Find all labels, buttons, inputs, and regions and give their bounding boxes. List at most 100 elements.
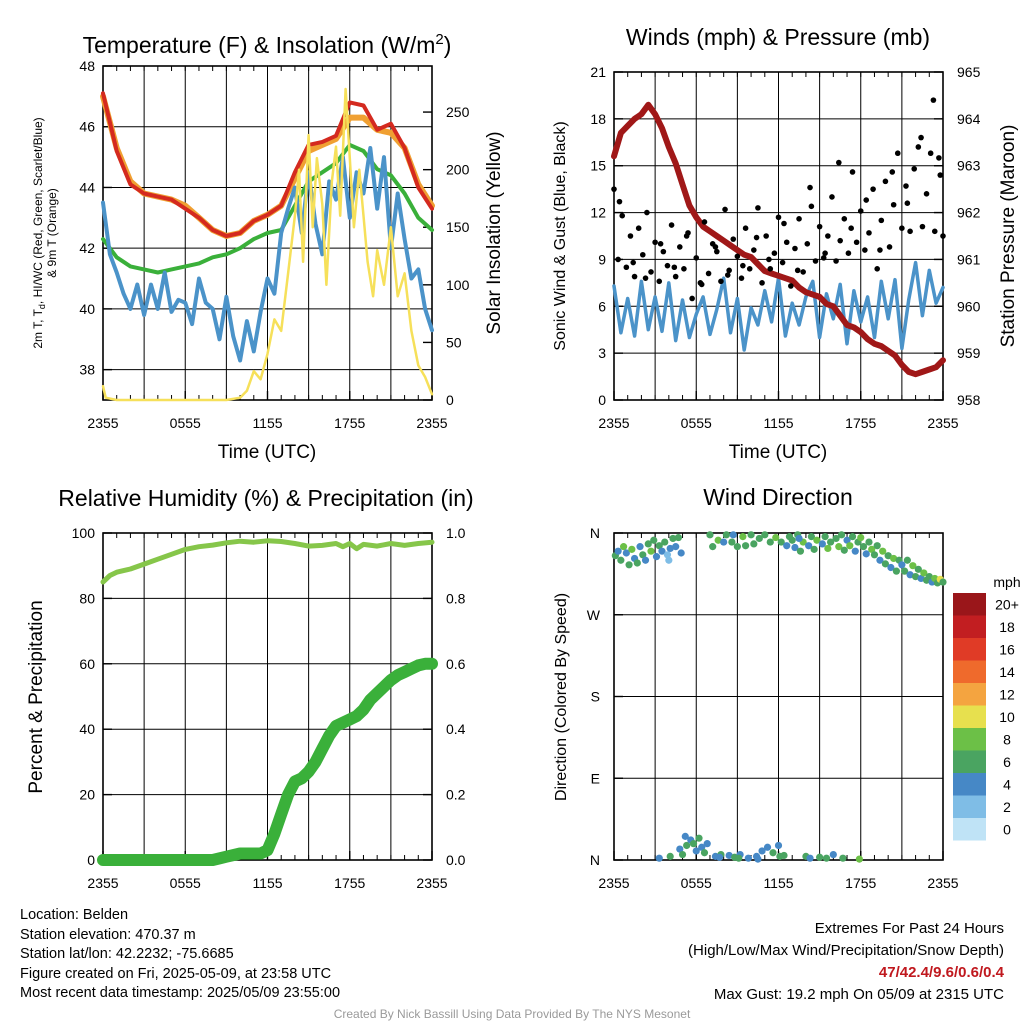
rh-y2tick-label: 0.4 [446, 721, 466, 737]
wind-gust-point [894, 150, 901, 157]
temp-y2tick-label: 250 [446, 104, 470, 120]
colorbar-swatch [953, 660, 986, 683]
wind-ytick-label: 21 [590, 64, 606, 80]
wind-gust-point [705, 270, 712, 277]
wdir-point [676, 845, 684, 853]
wind-gust-point [808, 203, 815, 210]
wdir-point [755, 534, 763, 543]
wdir-point [639, 551, 647, 559]
wind-ytick-label: 12 [590, 205, 606, 221]
wdir-point [892, 567, 900, 575]
wdir-point [689, 840, 698, 848]
wind-gust-point [644, 209, 650, 216]
wind-gust-point [771, 250, 778, 256]
wdir-point [636, 543, 644, 551]
wind-gust-point [899, 225, 905, 231]
wdir-point [706, 531, 714, 539]
wdir-point [747, 531, 755, 539]
wdir-point [806, 854, 814, 862]
station-location: Location: Belden [20, 907, 129, 923]
wdir-point [906, 571, 914, 579]
wind-gust-point [631, 273, 638, 280]
temp-xtick-label: 2355 [416, 415, 447, 431]
wind-xtick-label: 2355 [927, 415, 958, 431]
wdir-point [715, 853, 724, 861]
temp-ylabel: 2m T, Td, HI/WC (Red, Green, Scarlet/Blu… [31, 117, 47, 348]
extremes-panel: Extremes For Past 24 Hours (High/Low/Max… [688, 918, 1004, 1006]
wdir-point [663, 551, 672, 559]
wdir-point [766, 538, 774, 546]
wind-gust-point [698, 281, 705, 288]
wdir-point [692, 847, 700, 855]
temp-ylabel-2: & 9m T (Orange) [45, 188, 59, 278]
rh-y2tick-label: 1.0 [446, 525, 466, 541]
wdir-point [887, 563, 895, 572]
wind-gust-point [766, 256, 772, 263]
wdir-point [911, 573, 920, 581]
wind-gust-point [849, 169, 856, 175]
rh-ytick-label: 100 [72, 525, 96, 541]
wind-gust-point [740, 262, 746, 269]
wdir-point [807, 533, 816, 541]
wind-gust-point [714, 248, 720, 255]
wdir-point [795, 534, 803, 543]
rh-ytick-label: 20 [79, 787, 95, 803]
wdir-point [733, 543, 741, 551]
station-latlon: Station lat/lon: 42.2232; -75.6685 [20, 946, 234, 962]
wind-gust-point [724, 272, 731, 278]
wdir-panel [611, 531, 986, 863]
colorbar-swatch [953, 728, 986, 751]
wdir-point [714, 536, 722, 544]
wdir-point [822, 854, 831, 862]
rh-ytick-label: 80 [79, 590, 95, 606]
wdir-ylabel: Direction (Colored By Speed) [553, 593, 570, 801]
wind-gust-point [833, 258, 839, 264]
wind-gust-point [783, 239, 790, 246]
wind-gust-point [753, 234, 760, 241]
wind-gust-point [927, 150, 934, 157]
wind-gust-point [781, 220, 787, 227]
wind-ytick-label: 0 [598, 392, 606, 408]
wind-gust-point [718, 278, 724, 285]
wind-gust-point [775, 214, 782, 221]
wdir-point [829, 850, 837, 859]
wind-ytick-label: 15 [590, 158, 606, 174]
temp-ytick-label: 48 [79, 58, 95, 74]
wdir-point [914, 565, 922, 573]
colorbar-label: 8 [1003, 731, 1011, 747]
wdir-point [832, 534, 840, 543]
wind-gust-point [878, 217, 885, 224]
wdir-point [816, 853, 824, 861]
wind-gust-point [816, 223, 823, 230]
wind-gust-point [907, 228, 913, 235]
station-elevation: Station elevation: 470.37 m [20, 926, 196, 943]
colorbar-swatch [953, 593, 986, 616]
wdir-point [813, 536, 821, 544]
rh-y2tick-label: 0.2 [446, 787, 466, 803]
rh-xtick-label: 1155 [252, 875, 282, 891]
wind-gust-point [755, 205, 761, 211]
wdir-point [824, 544, 832, 553]
wind-gust-point [689, 295, 695, 302]
wind-gust-point [848, 225, 854, 231]
wind-gust-point [792, 245, 798, 252]
wdir-point [920, 569, 928, 577]
wind-gust-point [652, 239, 658, 246]
temp-xtick-label: 1755 [334, 415, 365, 431]
wind-xtick-label: 1755 [845, 415, 876, 431]
wdir-xtick-label: 0555 [681, 875, 712, 891]
wind-gust-point [845, 250, 852, 256]
wind-gust-point [825, 233, 831, 239]
wdir-point [658, 547, 666, 555]
wdir-xtick-label: 1755 [845, 875, 876, 891]
wind-gust-point [630, 259, 636, 266]
wdir-point [810, 545, 818, 553]
wind-ytick-label: 18 [590, 111, 606, 127]
wdir-xtick-label: 2355 [598, 875, 629, 891]
colorbar-label: 20+ [995, 596, 1019, 612]
rh-panel [97, 532, 438, 866]
wdir-point [666, 544, 674, 553]
wdir-point [851, 547, 859, 555]
wdir-point [666, 852, 674, 860]
wind-gust-point [616, 198, 623, 205]
